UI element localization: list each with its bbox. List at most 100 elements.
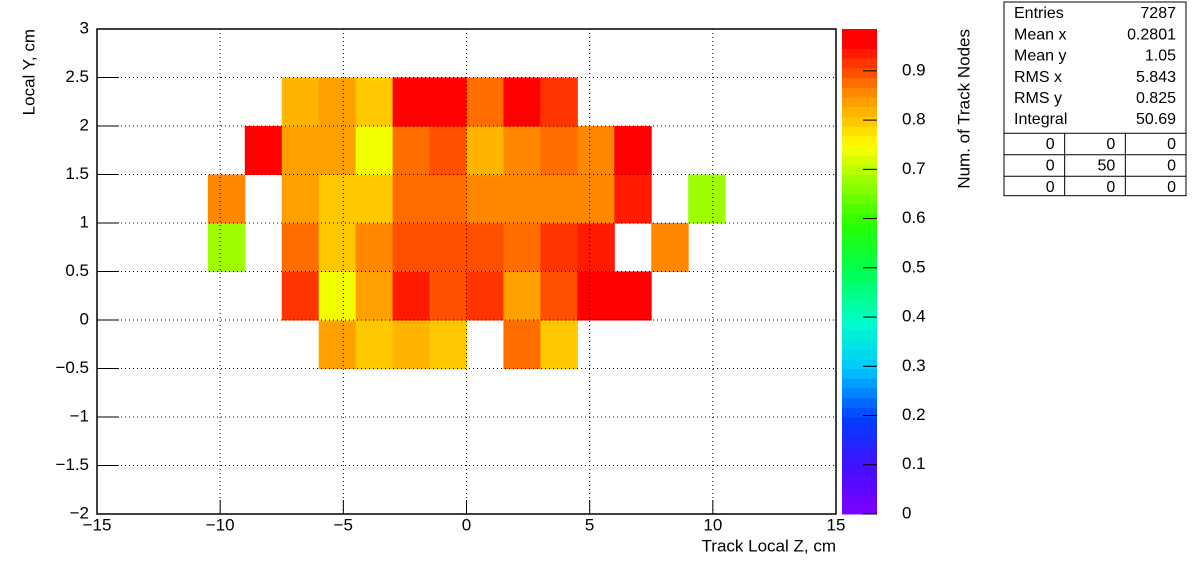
colorbar-band xyxy=(842,87,877,98)
y-tick-label: 1 xyxy=(80,212,89,231)
stats-frame xyxy=(1003,1,1187,197)
stats-overflow-value: 0 xyxy=(1046,136,1055,153)
heatmap-cell xyxy=(466,271,504,321)
colorbar-band xyxy=(842,310,877,321)
colorbar-band xyxy=(842,368,877,379)
colorbar-band xyxy=(842,232,877,243)
colorbar-band xyxy=(842,106,877,117)
heatmap-cell xyxy=(466,223,504,272)
heatmap-cell xyxy=(392,77,431,127)
heatmap-cell xyxy=(281,271,320,321)
colorbar-tick-label: 0.3 xyxy=(902,356,926,375)
heatmap-cell xyxy=(540,223,578,272)
heatmap-cell xyxy=(355,126,394,175)
stats-label: Mean y xyxy=(1014,48,1066,65)
heatmap-cell xyxy=(503,320,541,369)
heatmap-cell xyxy=(614,126,652,175)
colorbar-band xyxy=(842,436,877,447)
heatmap-cell xyxy=(466,174,504,224)
heatmap-cell xyxy=(503,223,541,272)
colorbar-band xyxy=(842,126,877,137)
x-tick-label: 0 xyxy=(462,515,471,534)
heatmap-cell xyxy=(577,126,615,175)
heatmap-cell xyxy=(318,320,357,369)
stats-overflow-value: 0 xyxy=(1106,179,1115,196)
heatmap-cell xyxy=(540,320,578,369)
heatmap-cell xyxy=(503,77,541,127)
heatmap-cell xyxy=(355,77,394,127)
heatmap-cell xyxy=(392,271,431,321)
colorbar-tick-label: 0.5 xyxy=(902,257,926,276)
colorbar-band xyxy=(842,135,877,146)
heatmap-cell xyxy=(429,271,467,321)
heatmap-cell xyxy=(614,174,652,224)
heatmap-cell xyxy=(651,223,689,272)
y-tick-label: 3 xyxy=(80,18,89,37)
colorbar-tick-label: 0.6 xyxy=(902,208,926,227)
colorbar-band xyxy=(842,378,877,389)
y-tick-label: −1.5 xyxy=(55,455,89,474)
heatmap-cell xyxy=(540,126,578,175)
colorbar-band xyxy=(842,465,877,476)
y-tick-label: 0.5 xyxy=(65,261,89,280)
colorbar-band xyxy=(842,29,877,40)
colorbar-band xyxy=(842,242,877,253)
colorbar-band xyxy=(842,320,877,331)
colorbar-band xyxy=(842,193,877,205)
colorbar-band xyxy=(842,145,877,156)
heatmap-cell xyxy=(392,223,431,272)
colorbar-band xyxy=(842,213,877,224)
y-tick-label: 1.5 xyxy=(65,164,89,183)
heatmap-cell xyxy=(503,271,541,321)
heatmap-cell xyxy=(355,174,394,224)
stats-overflow-value: 0 xyxy=(1046,158,1055,175)
colorbar-band xyxy=(842,96,877,108)
heatmap-cell xyxy=(392,174,431,224)
stats-overflow-value: 0 xyxy=(1167,179,1176,196)
colorbar-tick-label: 0.8 xyxy=(902,110,926,129)
x-tick-label: 5 xyxy=(585,515,594,534)
stats-label: Integral xyxy=(1014,111,1067,128)
colorbar-band xyxy=(842,77,877,88)
x-axis-title: Track Local Z, cm xyxy=(702,536,836,555)
colorbar-band xyxy=(842,397,877,408)
y-axis-title: Local Y, cm xyxy=(19,29,38,115)
heatmap-cell xyxy=(577,271,615,321)
colorbar-band xyxy=(842,387,877,399)
colorbar-band xyxy=(842,484,877,496)
colorbar-band xyxy=(842,38,877,49)
colorbar-band xyxy=(842,48,877,59)
x-tick-label: 10 xyxy=(703,515,722,534)
stats-overflow-value: 0 xyxy=(1106,136,1115,153)
colorbar-band xyxy=(842,475,877,486)
y-tick-label: −2 xyxy=(70,503,89,522)
heatmap-cell xyxy=(614,271,652,321)
colorbar-band xyxy=(842,223,877,234)
colorbar-band xyxy=(842,426,877,437)
colorbar-band xyxy=(842,300,877,311)
heatmap-cell xyxy=(355,271,394,321)
colorbar-band xyxy=(842,184,877,195)
heatmap-cell xyxy=(577,174,615,224)
heatmap-cell xyxy=(244,126,283,175)
x-tick-label: 15 xyxy=(827,515,846,534)
colorbar-band xyxy=(842,58,877,69)
colorbar-band xyxy=(842,455,877,466)
stats-value: 7287 xyxy=(1140,5,1176,22)
stats-value: 50.69 xyxy=(1136,111,1176,128)
colorbar-band xyxy=(842,446,877,457)
colorbar-band xyxy=(842,116,877,127)
x-tick-label: −10 xyxy=(206,515,235,534)
colorbar-tick-label: 0 xyxy=(902,503,911,522)
heatmap-cell xyxy=(318,223,357,272)
colorbar-band xyxy=(842,67,877,78)
colorbar-band xyxy=(842,358,877,369)
heatmap-cell xyxy=(207,174,246,224)
heatmap-cell xyxy=(466,126,504,175)
stats-overflow-value: 0 xyxy=(1167,158,1176,175)
colorbar-band xyxy=(842,504,877,515)
colorbar-tick-label: 0.2 xyxy=(902,405,926,424)
colorbar-band xyxy=(842,339,877,350)
heatmap-cell xyxy=(392,320,431,369)
